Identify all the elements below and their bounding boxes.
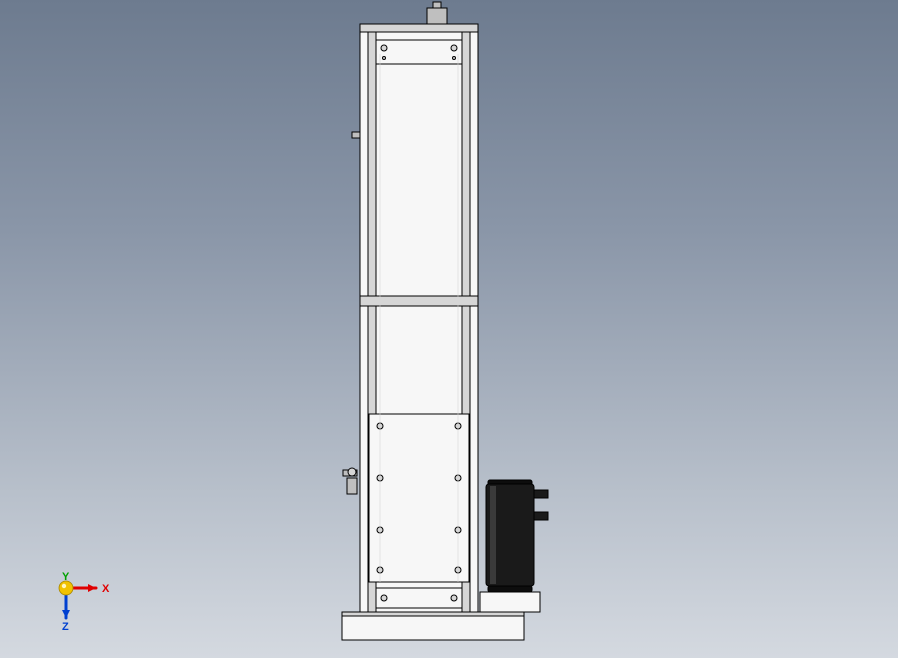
cad-viewport[interactable]: XZY: [0, 0, 898, 658]
orientation-triad[interactable]: XZY: [56, 578, 116, 638]
axis-label-x: X: [102, 583, 110, 595]
axis-label-z: Z: [62, 621, 69, 633]
cad-model-front-view: [0, 0, 898, 658]
